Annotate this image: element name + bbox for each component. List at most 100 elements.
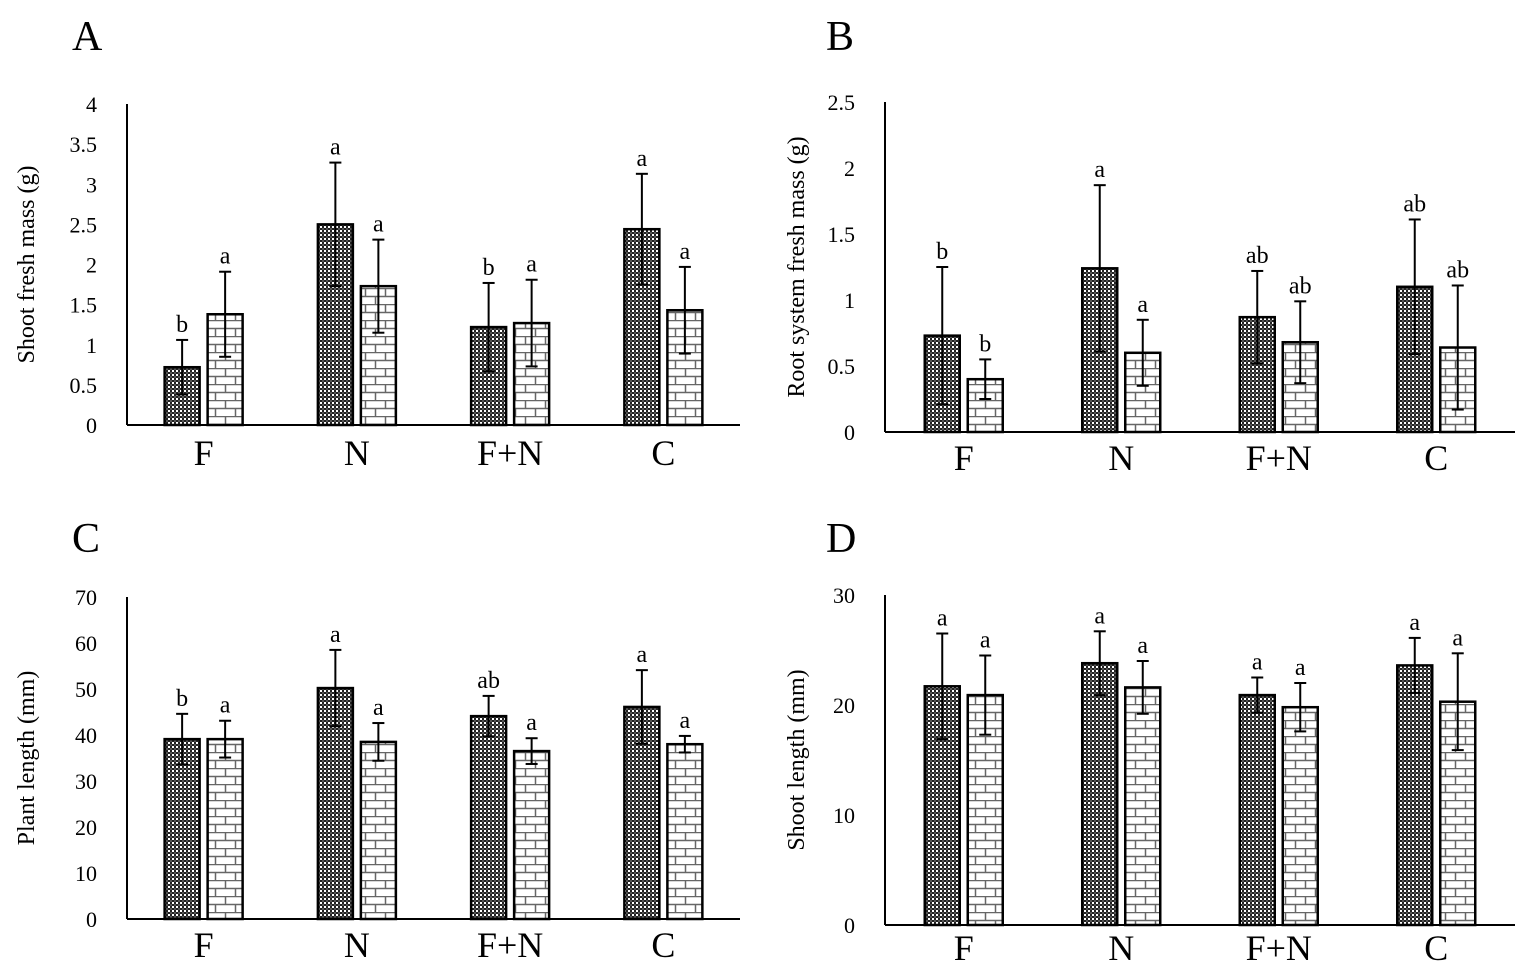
y-tick-label: 3 (86, 172, 97, 197)
x-category-label: F+N (1246, 438, 1312, 478)
significance-letter: b (979, 331, 991, 357)
y-axis-label: Shoot length (mm) (784, 669, 810, 850)
significance-letter: a (330, 135, 341, 161)
significance-letter: a (373, 212, 384, 238)
panel-d: D 0 10 20 30 Shoot length (mm) Fa a Na a F+N a a Ca a (784, 516, 1515, 968)
y-tick-label: 0 (844, 420, 855, 445)
significance-letter: ab (1289, 273, 1312, 299)
y-tick-label: 20 (833, 693, 855, 718)
significance-letter: a (1252, 650, 1263, 676)
bar (206, 313, 244, 427)
significance-letter: a (980, 628, 991, 654)
y-tick-label: 40 (75, 723, 97, 748)
y-tick-label: 2 (86, 253, 97, 278)
significance-letter: a (526, 710, 537, 736)
y-tick-label: 0 (844, 913, 855, 938)
y-axis-label: Root system fresh mass (g) (784, 136, 810, 397)
y-tick-label: 2.5 (828, 90, 856, 115)
x-category-label: F (194, 433, 214, 473)
y-axis-label: Plant length (mm) (14, 671, 40, 846)
significance-letter: a (637, 146, 648, 172)
significance-letter: b (483, 255, 495, 281)
significance-letter: ab (1446, 257, 1469, 283)
panel-letter: B (826, 14, 854, 60)
significance-letter: a (637, 642, 648, 668)
y-tick-label: 50 (75, 677, 97, 702)
x-category-label: N (1108, 438, 1134, 478)
significance-letter: a (1409, 610, 1420, 636)
x-category-label: F+N (477, 925, 543, 965)
x-category-label: N (344, 925, 370, 965)
bar (469, 714, 508, 921)
y-tick-label: 0 (86, 907, 97, 932)
bar (512, 749, 551, 921)
panel-b: B 0 0.5 1 1.5 2 2.5 Root system fresh mass (g) F… (784, 14, 1515, 478)
significance-letter: ab (1403, 191, 1426, 217)
x-category-label: C (1424, 438, 1448, 478)
x-category-label: N (1108, 928, 1134, 968)
y-axis-label: Shoot fresh mass (g) (14, 166, 40, 364)
x-category-label: C (1424, 928, 1448, 968)
significance-letter: a (680, 708, 691, 734)
y-tick-label: 20 (75, 815, 97, 840)
significance-letter: a (1137, 633, 1148, 659)
significance-letter: a (937, 606, 948, 632)
y-tick-label: 30 (833, 583, 855, 608)
y-tick-label: 1.5 (70, 293, 98, 318)
y-tick-label: 0.5 (828, 354, 856, 379)
bar (206, 737, 244, 921)
bar (163, 737, 201, 921)
y-tick-label: 0.5 (70, 373, 98, 398)
significance-letter: ab (1246, 243, 1269, 269)
panel-letter: C (72, 516, 100, 562)
y-tick-label: 2.5 (70, 212, 98, 237)
significance-letter: a (1452, 625, 1463, 651)
y-tick-label: 1 (86, 333, 97, 358)
bar (1124, 686, 1162, 927)
y-tick-label: 4 (86, 92, 97, 117)
significance-letter: b (176, 312, 188, 338)
y-tick-label: 2 (844, 156, 855, 181)
panel-letter: D (826, 516, 856, 562)
panel-letter: A (72, 14, 103, 60)
y-tick-label: 1.5 (828, 222, 856, 247)
y-tick-label: 70 (75, 585, 97, 610)
significance-letter: a (526, 252, 537, 278)
significance-letter: ab (477, 668, 500, 694)
bar (923, 685, 961, 927)
significance-letter: a (1137, 292, 1148, 318)
x-category-label: C (651, 925, 675, 965)
y-tick-label: 10 (75, 861, 97, 886)
significance-letter: a (330, 622, 341, 648)
y-tick-label: 60 (75, 631, 97, 656)
x-category-label: F+N (1246, 928, 1312, 968)
bar (666, 742, 704, 921)
significance-letter: a (373, 695, 384, 721)
bar (1396, 664, 1434, 927)
bar (359, 740, 398, 921)
significance-letter: a (1094, 603, 1105, 629)
significance-letter: b (176, 686, 188, 712)
significance-letter: b (936, 239, 948, 265)
x-category-label: F (954, 928, 974, 968)
x-category-label: F (194, 925, 214, 965)
bar (1081, 661, 1119, 927)
significance-letter: a (220, 693, 231, 719)
significance-letter: a (680, 239, 691, 265)
x-category-label: C (651, 433, 675, 473)
y-tick-label: 3.5 (70, 132, 98, 157)
panel-a: A 0 0.5 1 1.5 2 2.5 3 3.5 4 Shoot fresh mass (g) Fb… (14, 14, 740, 473)
y-tick-label: 10 (833, 803, 855, 828)
x-category-label: N (344, 433, 370, 473)
bar (1396, 285, 1434, 434)
panel-c: C 0 10 20 30 40 50 60 70 Plant length (mm) Fb a Na a F… (14, 516, 740, 965)
y-tick-label: 30 (75, 769, 97, 794)
bar (1439, 700, 1477, 927)
y-tick-label: 1 (844, 288, 855, 313)
bar (1281, 705, 1319, 927)
significance-letter: a (1094, 157, 1105, 183)
x-category-label: F+N (477, 433, 543, 473)
bar (1238, 693, 1276, 927)
y-tick-label: 0 (86, 413, 97, 438)
